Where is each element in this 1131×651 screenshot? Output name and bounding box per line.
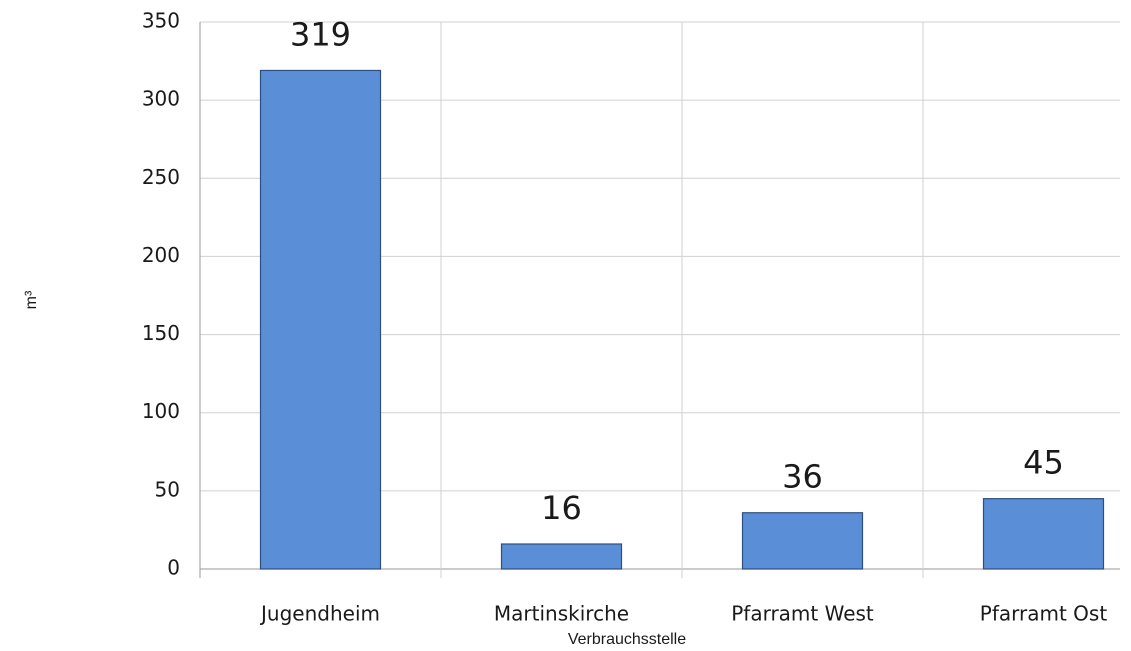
- data-label: 45: [1023, 444, 1064, 482]
- data-label: 16: [541, 489, 582, 527]
- y-tick-label: 250: [142, 165, 180, 189]
- bar: [259, 69, 382, 570]
- y-axis-title: m³: [23, 290, 40, 309]
- x-tick-label: Pfarramt Ost: [980, 602, 1108, 626]
- x-tick-label: Jugendheim: [259, 602, 380, 626]
- y-tick-label: 50: [155, 477, 180, 501]
- y-tick-label: 300: [142, 87, 180, 111]
- y-tick-label: 150: [142, 321, 180, 345]
- y-tick-label: 100: [142, 399, 180, 423]
- y-tick-label: 200: [142, 243, 180, 267]
- x-tick-label: Pfarramt West: [731, 602, 874, 626]
- x-tick-label: Martinskirche: [494, 602, 629, 626]
- data-label: 319: [290, 15, 351, 53]
- bar: [741, 512, 864, 570]
- y-tick-label: 0: [167, 556, 180, 580]
- bar: [982, 498, 1105, 570]
- x-axis-title: Verbrauchsstelle: [568, 631, 686, 648]
- bar: [500, 543, 623, 570]
- data-label: 36: [782, 458, 823, 496]
- y-tick-label: 350: [142, 9, 180, 33]
